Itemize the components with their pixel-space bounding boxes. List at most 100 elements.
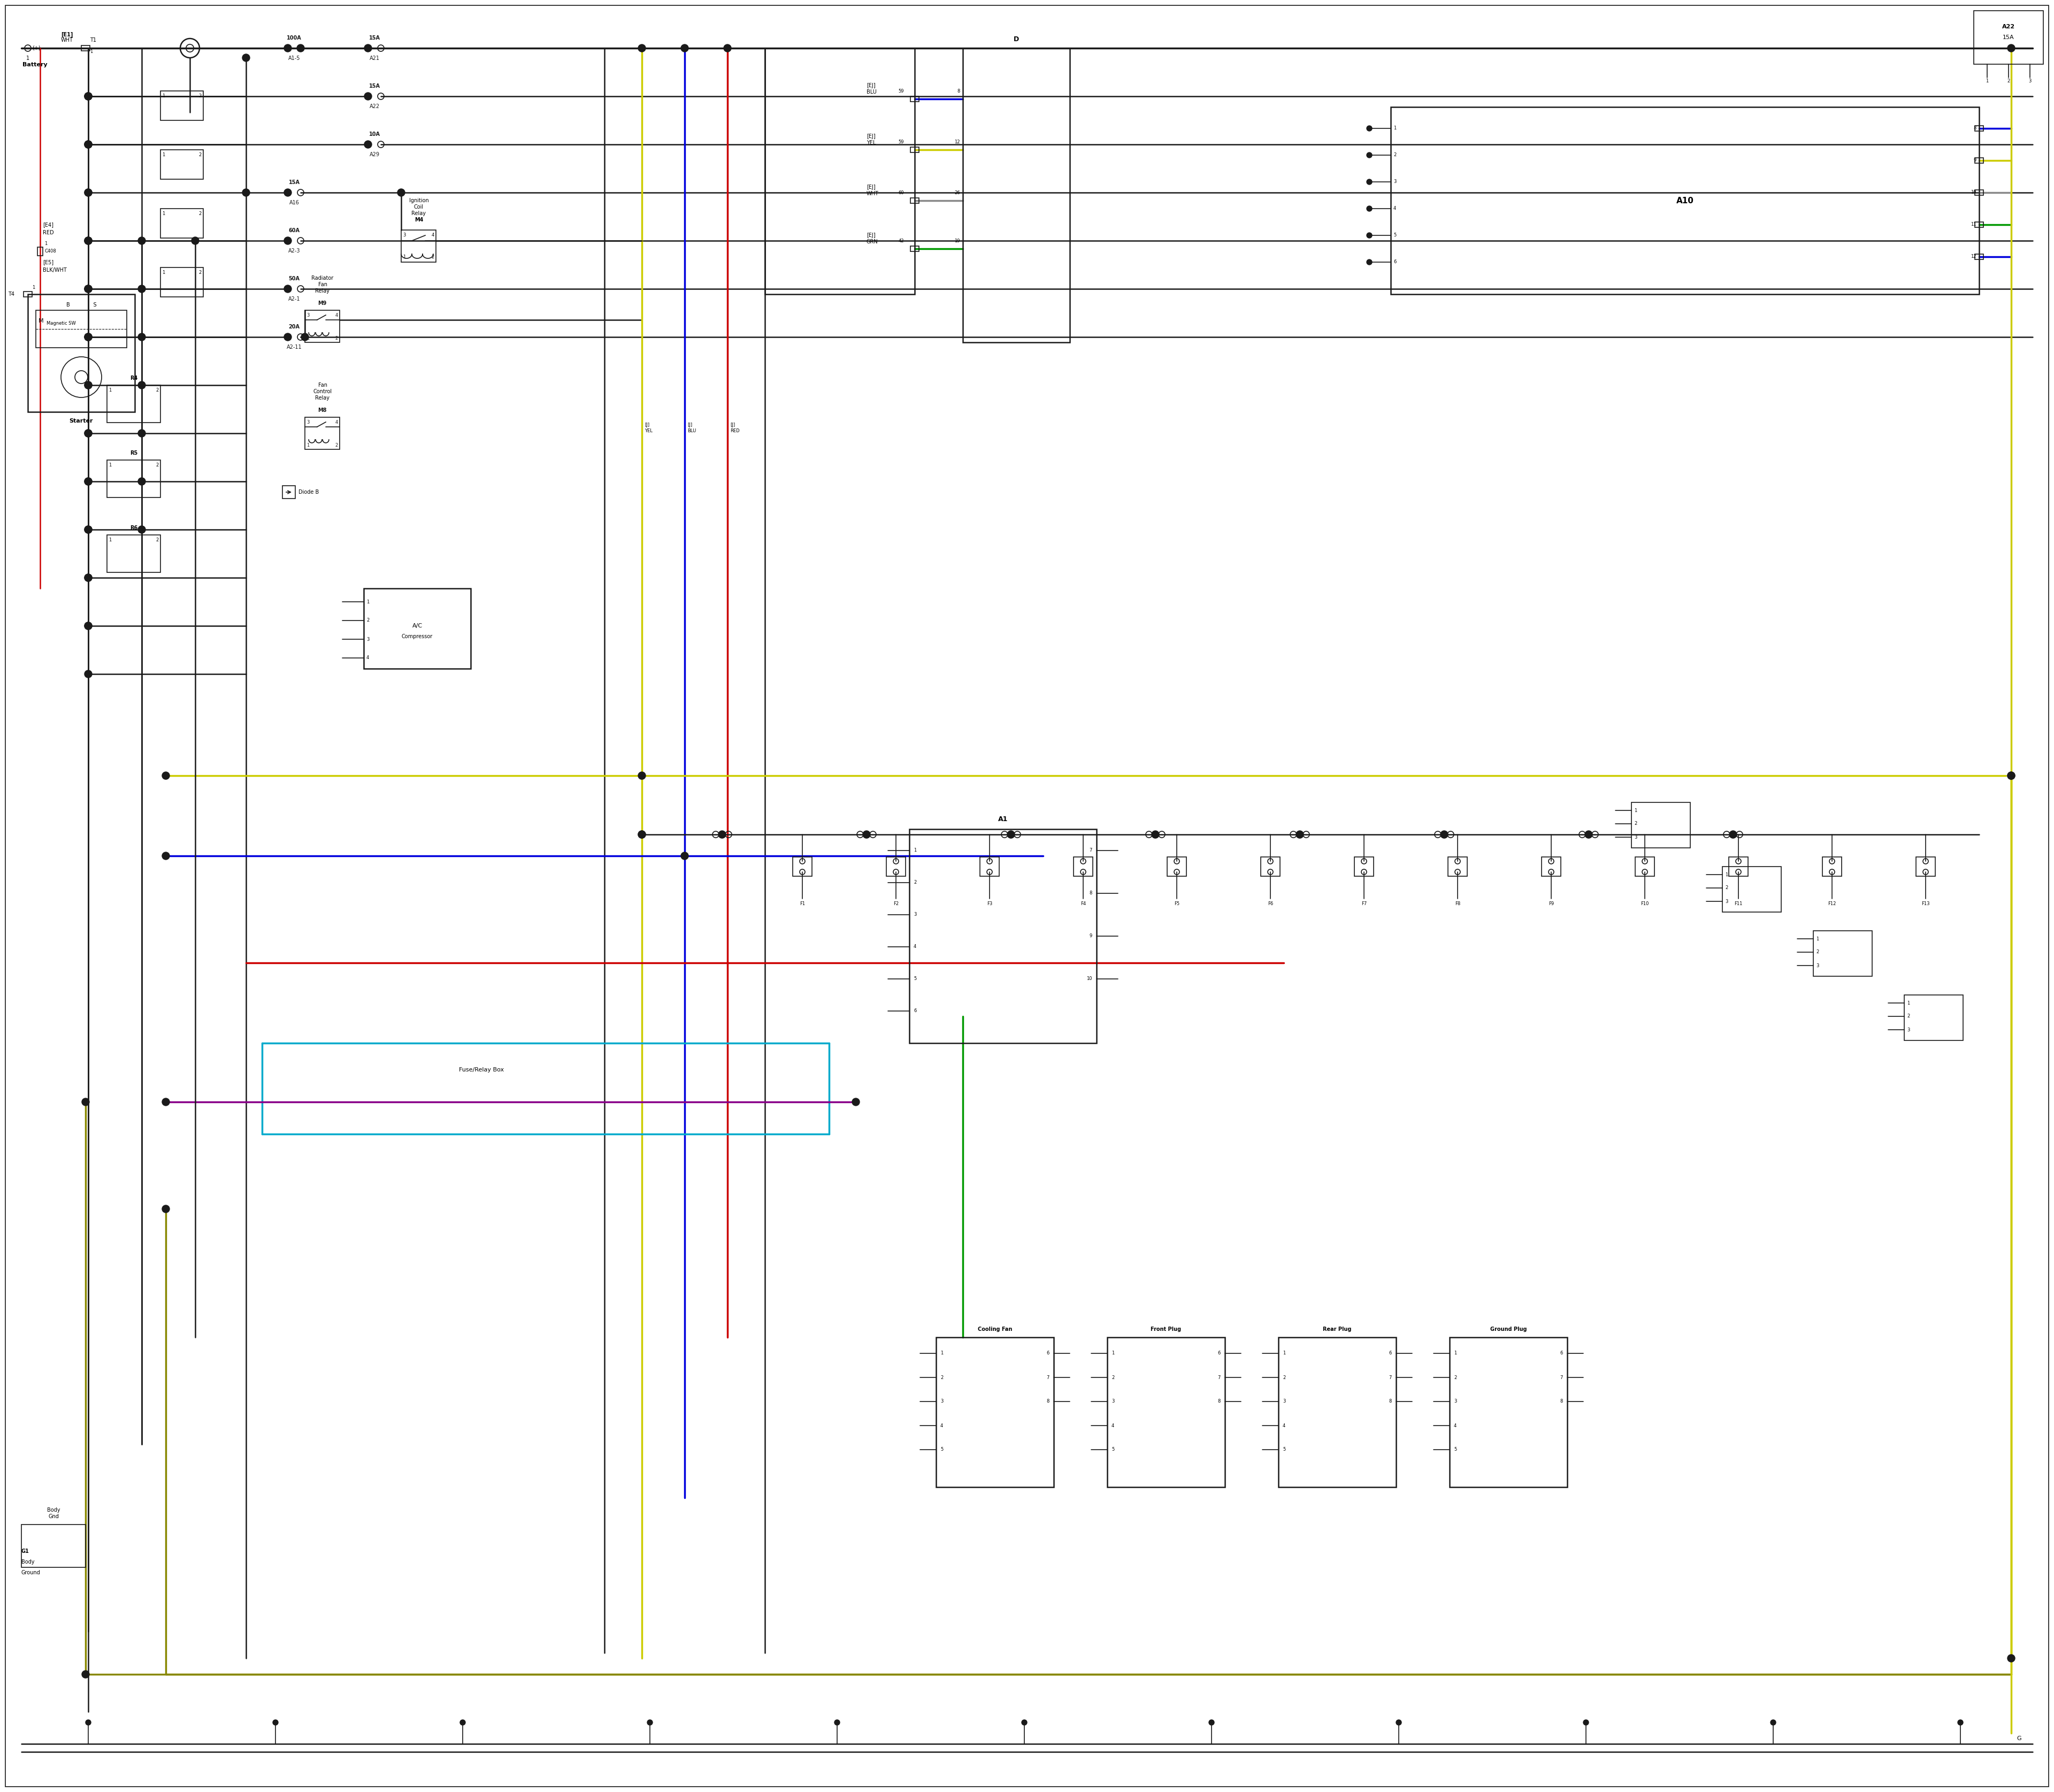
Bar — [82, 45, 90, 50]
Circle shape — [1366, 152, 1372, 158]
Text: 5: 5 — [914, 977, 916, 982]
Text: 3: 3 — [1111, 1400, 1115, 1403]
Text: 4: 4 — [1111, 1423, 1115, 1428]
Text: R6: R6 — [129, 525, 138, 530]
Bar — [1974, 254, 1984, 260]
Circle shape — [84, 478, 92, 486]
Bar — [1278, 1337, 1397, 1487]
Circle shape — [84, 622, 92, 629]
Text: GRN: GRN — [867, 238, 879, 244]
Text: Radiator: Radiator — [312, 276, 333, 281]
Text: 4: 4 — [1282, 1423, 1286, 1428]
Text: M8: M8 — [318, 407, 327, 412]
Text: 2: 2 — [199, 152, 201, 158]
Text: [EJ]: [EJ] — [867, 134, 875, 140]
Text: 6: 6 — [1218, 1351, 1220, 1357]
Text: A1: A1 — [998, 815, 1009, 823]
Circle shape — [1729, 831, 1738, 839]
Circle shape — [283, 333, 292, 340]
Circle shape — [84, 142, 92, 149]
Text: 3: 3 — [1282, 1400, 1286, 1403]
Text: WHT: WHT — [62, 38, 74, 43]
Text: 8: 8 — [1048, 1400, 1050, 1403]
Bar — [1974, 11, 2044, 65]
Circle shape — [162, 772, 170, 780]
Text: A2-3: A2-3 — [288, 249, 300, 253]
Text: R4: R4 — [129, 376, 138, 382]
Text: 7: 7 — [1561, 1374, 1563, 1380]
Text: F7: F7 — [1362, 901, 1366, 907]
Text: 1: 1 — [366, 599, 370, 604]
Bar — [1814, 930, 1871, 977]
Text: 2: 2 — [1393, 152, 1397, 158]
Circle shape — [84, 285, 92, 292]
Text: 15A: 15A — [2003, 34, 2015, 39]
Text: 9: 9 — [1089, 934, 1093, 939]
Text: (+): (+) — [33, 45, 41, 50]
Circle shape — [138, 430, 146, 437]
Text: F11: F11 — [1734, 901, 1742, 907]
Text: 3: 3 — [914, 912, 916, 918]
Text: F1: F1 — [799, 901, 805, 907]
Circle shape — [84, 525, 92, 534]
Circle shape — [639, 772, 645, 780]
Bar — [107, 461, 160, 498]
Circle shape — [639, 831, 645, 839]
Circle shape — [84, 93, 92, 100]
Text: F8: F8 — [1454, 901, 1460, 907]
Text: Compressor: Compressor — [403, 634, 433, 640]
Text: [E5]: [E5] — [43, 260, 53, 265]
Text: G: G — [2017, 1736, 2021, 1742]
Text: 1: 1 — [162, 152, 164, 158]
Circle shape — [138, 237, 146, 244]
Circle shape — [460, 1720, 466, 1726]
Text: 26: 26 — [955, 190, 959, 195]
Text: M4: M4 — [415, 217, 423, 222]
Circle shape — [84, 142, 92, 149]
Circle shape — [84, 93, 92, 100]
Bar — [764, 48, 914, 294]
Text: 11: 11 — [1972, 222, 1976, 228]
Circle shape — [852, 1098, 859, 1106]
Bar — [1261, 857, 1280, 876]
Text: 2: 2 — [941, 1374, 943, 1380]
Bar — [107, 536, 160, 572]
Text: 50A: 50A — [288, 276, 300, 281]
Text: 4: 4 — [1454, 1423, 1456, 1428]
Circle shape — [283, 285, 292, 292]
Text: Diode B: Diode B — [298, 489, 318, 495]
Text: Fan: Fan — [318, 382, 327, 387]
Circle shape — [364, 45, 372, 52]
Bar — [160, 267, 203, 297]
Text: T4: T4 — [8, 292, 14, 297]
Text: 6: 6 — [1561, 1351, 1563, 1357]
Text: 3: 3 — [1635, 835, 1637, 840]
Bar — [304, 310, 339, 342]
Text: 10A: 10A — [370, 131, 380, 136]
Bar — [37, 247, 43, 256]
Circle shape — [162, 1098, 170, 1106]
Text: A29: A29 — [370, 152, 380, 158]
Bar — [304, 418, 339, 450]
Bar — [1354, 857, 1374, 876]
Circle shape — [1366, 179, 1372, 185]
Text: 1: 1 — [1393, 125, 1397, 131]
Bar — [364, 588, 470, 668]
Text: 20A: 20A — [288, 324, 300, 330]
Circle shape — [84, 237, 92, 244]
Circle shape — [84, 285, 92, 292]
Bar — [1167, 857, 1187, 876]
Text: 1: 1 — [1111, 1351, 1115, 1357]
Text: C408: C408 — [45, 249, 55, 254]
Circle shape — [1366, 125, 1372, 131]
Bar — [107, 385, 160, 423]
Circle shape — [82, 1098, 88, 1106]
Circle shape — [719, 831, 725, 839]
Text: Ground Plug: Ground Plug — [1489, 1326, 1526, 1331]
Text: 3: 3 — [1725, 900, 1727, 903]
Bar — [1904, 995, 1964, 1041]
Text: Rear Plug: Rear Plug — [1323, 1326, 1352, 1331]
Text: [J]
RED: [J] RED — [729, 423, 739, 434]
Text: Relay: Relay — [316, 289, 331, 294]
Text: Starter: Starter — [70, 418, 92, 423]
